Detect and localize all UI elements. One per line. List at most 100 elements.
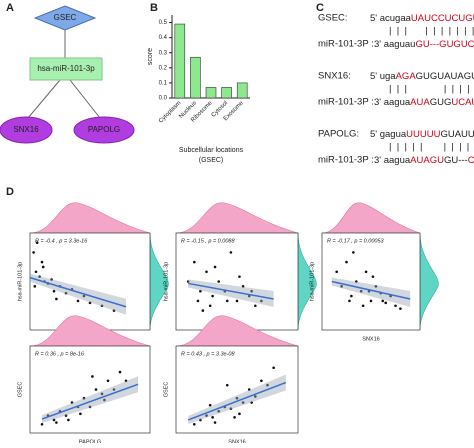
- point: [241, 401, 245, 404]
- seq-label: PAPOLG:: [318, 129, 359, 140]
- point: [250, 289, 253, 293]
- confidence-band: [331, 277, 411, 307]
- seq-label: miR-101-3P :: [318, 155, 374, 166]
- point: [348, 299, 351, 303]
- fit-line: [41, 383, 139, 420]
- point: [40, 260, 44, 264]
- point: [254, 395, 257, 398]
- seq-segment: AUAGU: [410, 155, 444, 166]
- point: [399, 307, 402, 310]
- point: [266, 383, 269, 387]
- seq-target: 5' acugaaUAUCCUCUGUACUGUa 3': [370, 13, 474, 24]
- point: [94, 388, 98, 391]
- y-axis-label: score: [147, 48, 154, 65]
- point: [106, 379, 110, 383]
- seq-segment: CAUGACA: [468, 155, 474, 166]
- node-label: GSEC: [54, 13, 77, 22]
- x-axis-label: SNX16: [362, 336, 379, 342]
- point: [201, 309, 205, 312]
- point: [381, 299, 385, 303]
- seq-mirna: 3' aaguaAUAGUGU---CAUGACAu 5': [374, 155, 474, 166]
- point: [32, 251, 35, 254]
- point: [211, 294, 214, 298]
- point: [233, 416, 236, 419]
- y-tick-label: 0.3: [159, 50, 168, 56]
- point: [55, 421, 58, 424]
- annotation: R = -0.17 , p = 0.00053: [327, 238, 385, 244]
- fit-line: [188, 282, 274, 300]
- seq-segment: 5' uga: [370, 71, 396, 82]
- seq-label: miR-101-3P :: [318, 39, 374, 50]
- y-axis-label: GSEC: [17, 382, 23, 398]
- point: [229, 407, 233, 410]
- point: [371, 275, 375, 278]
- bar: [190, 56, 201, 99]
- seq-label: miR-101-3P :: [318, 97, 374, 108]
- seq-pairs: | | | | | | | | | |: [389, 26, 474, 37]
- point: [394, 304, 397, 308]
- seq-segment: AUA: [410, 97, 430, 108]
- point: [352, 251, 355, 254]
- seq-segment: GU---GUGUCAUGAC: [415, 39, 474, 50]
- point: [64, 291, 68, 295]
- point: [118, 370, 122, 374]
- point: [225, 299, 229, 303]
- seq-target: 5' ugaAGAGUGUAUAGUUGCACUGUAa 3': [370, 71, 474, 82]
- y-axis-label: hsa-miR-101-3p: [309, 262, 315, 301]
- confidence-band: [30, 273, 126, 315]
- point: [217, 280, 220, 283]
- seq-segment: 3' aaguau: [374, 39, 415, 50]
- y-axis-label: hsa-miR-101-3p: [17, 262, 23, 301]
- seq-segment: GUGUAUAGUUG: [416, 71, 474, 82]
- point: [55, 297, 58, 301]
- point: [76, 299, 80, 303]
- confidence-band: [188, 279, 274, 307]
- seq-segment: 3' aagua: [374, 155, 411, 166]
- plot-frame: [175, 232, 299, 331]
- density-top: [29, 202, 151, 234]
- point: [272, 366, 275, 370]
- y-tick-label: 0.1: [159, 80, 168, 86]
- density-top: [321, 202, 421, 234]
- point: [88, 405, 92, 409]
- edge: [27, 79, 61, 119]
- point: [208, 304, 212, 308]
- point: [38, 275, 41, 278]
- seq-segment: GUG: [430, 97, 452, 108]
- point: [112, 309, 116, 312]
- annotation: R = -0.15 , p = 0.0088: [181, 238, 235, 244]
- point: [361, 304, 365, 308]
- seq-pairs: | | | | | | | | | | | |: [389, 142, 474, 153]
- bar: [205, 87, 217, 99]
- point: [79, 412, 82, 416]
- density-right: [297, 232, 317, 331]
- point: [359, 289, 363, 293]
- y-tick-label: 0.2: [159, 65, 168, 71]
- point: [40, 423, 44, 426]
- point: [100, 304, 104, 308]
- confidence-band: [188, 374, 286, 424]
- point: [211, 416, 214, 419]
- point: [70, 401, 74, 404]
- point: [91, 375, 94, 378]
- seq-segment: 3' aagua: [374, 97, 411, 108]
- seq-label: SNX16:: [318, 71, 351, 82]
- point: [369, 299, 373, 303]
- density-top: [175, 315, 299, 347]
- node-label: PAPOLG: [88, 125, 120, 134]
- fit-line: [29, 276, 127, 308]
- point: [199, 289, 202, 293]
- bar: [236, 82, 248, 99]
- node-label: SNX16: [13, 125, 39, 134]
- panel-label: C: [316, 2, 324, 14]
- panel-label: D: [6, 186, 14, 198]
- seq-segment: 5' gagua: [370, 129, 407, 140]
- plot-frame: [29, 345, 151, 434]
- bar: [174, 23, 186, 99]
- point: [52, 418, 56, 422]
- plot-frame: [29, 232, 151, 331]
- confidence-band: [42, 376, 138, 424]
- point: [33, 285, 37, 288]
- annotation: R = 0.36 , p = 8e-16: [35, 351, 85, 357]
